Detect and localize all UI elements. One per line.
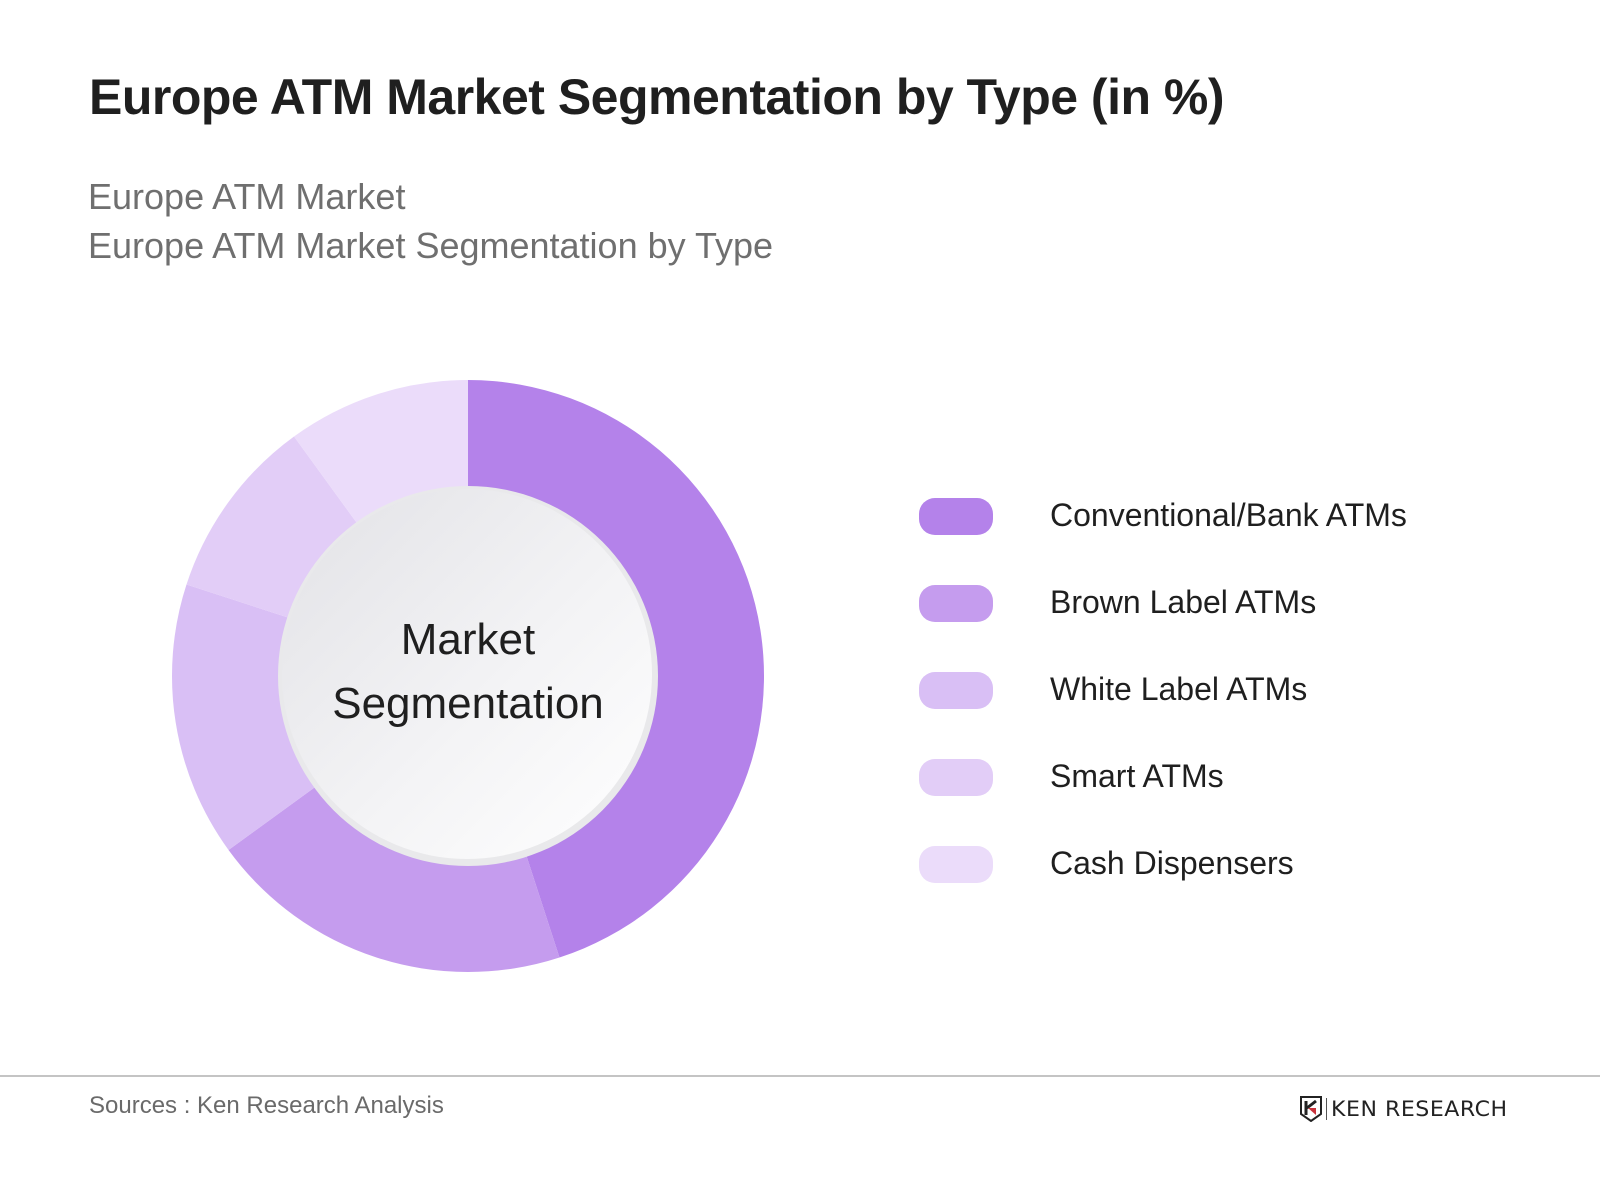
legend-label-white-label: White Label ATMs (1050, 671, 1308, 707)
legend-item-brown-label: Brown Label ATMs (919, 584, 1519, 622)
chart-subtitle-segmentation: Europe ATM Market Segmentation by Type (88, 225, 774, 266)
legend-swatch-brown-label (919, 585, 993, 622)
donut-center-label: Market Segmentation (318, 608, 618, 736)
legend-label-cash-dispensers: Cash Dispensers (1050, 845, 1294, 881)
chart-title: Europe ATM Market Segmentation by Type (… (89, 69, 1225, 125)
ken-research-k-icon (1300, 1096, 1322, 1122)
legend-item-conventional: Conventional/Bank ATMs (919, 497, 1519, 535)
legend-label-smart: Smart ATMs (1050, 758, 1224, 794)
legend-item-white-label: White Label ATMs (919, 671, 1519, 709)
donut-slice-brown-label-atms (228, 764, 560, 973)
legend-item-smart: Smart ATMs (919, 758, 1519, 796)
logo-text: KEN RESEARCH (1331, 1097, 1508, 1121)
legend-swatch-smart (919, 759, 993, 796)
ken-research-logo: KEN RESEARCH (1300, 1094, 1507, 1124)
legend-label-conventional: Conventional/Bank ATMs (1050, 497, 1407, 533)
sources-note: Sources : Ken Research Analysis (89, 1092, 444, 1119)
center-circle (282, 489, 652, 859)
center-label-line2: Segmentation (332, 679, 604, 728)
chart-subtitle-market: Europe ATM Market (88, 176, 406, 217)
legend-swatch-white-label (919, 672, 993, 709)
logo-separator (1326, 1098, 1327, 1120)
legend-item-cash-dispensers: Cash Dispensers (919, 845, 1519, 883)
legend-label-brown-label: Brown Label ATMs (1050, 584, 1317, 620)
legend-swatch-cash-dispensers (919, 846, 993, 883)
footer-divider (0, 1075, 1600, 1077)
legend-swatch-conventional (919, 498, 993, 535)
center-label-line1: Market (400, 615, 536, 664)
